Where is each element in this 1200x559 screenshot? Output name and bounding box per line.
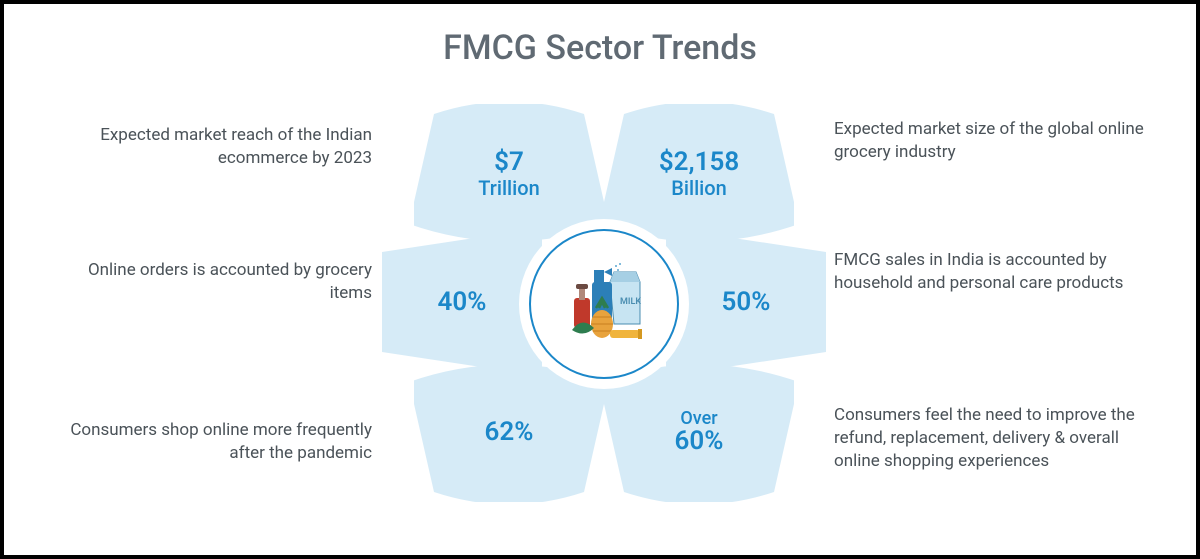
svg-text:MILK: MILK (620, 297, 641, 307)
page-title: FMCG Sector Trends (4, 28, 1196, 68)
stat-value: 50% (722, 288, 771, 317)
petal-mid-right: 50% (666, 232, 826, 372)
fmcg-products-icon: MILK (554, 254, 654, 354)
radial-diagram: $7 Trillion $2,158 Billion 40% 50% 62% O… (4, 74, 1196, 554)
stat-value: 40% (438, 288, 487, 317)
desc-mid-left: Online orders is accounted by grocery it… (62, 259, 372, 305)
stat-value: 62% (485, 418, 534, 447)
petal-top-right: $2,158 Billion (604, 104, 794, 244)
stat-value: $2,158 (659, 148, 739, 177)
desc-bot-left: Consumers shop online more frequently af… (62, 419, 372, 465)
petal-mid-left: 40% (382, 232, 542, 372)
desc-mid-right: FMCG sales in India is accounted by hous… (834, 249, 1144, 295)
desc-top-right: Expected market size of the global onlin… (834, 118, 1144, 164)
desc-top-left: Expected market reach of the Indian ecom… (62, 124, 372, 170)
stat-value: $7 (494, 148, 524, 177)
petal-bot-left: 62% (414, 362, 604, 502)
stat-unit: Trillion (478, 176, 539, 200)
petal-top-left: $7 Trillion (414, 104, 604, 244)
desc-bot-right: Consumers feel the need to improve the r… (834, 404, 1144, 473)
stat-value: 60% (675, 427, 724, 456)
petal-bot-right: Over 60% (604, 362, 794, 502)
infographic-frame: FMCG Sector Trends $7 Trillion $2,158 Bi… (0, 0, 1200, 559)
stat-unit: Billion (671, 176, 727, 200)
center-circle: MILK (529, 229, 679, 379)
